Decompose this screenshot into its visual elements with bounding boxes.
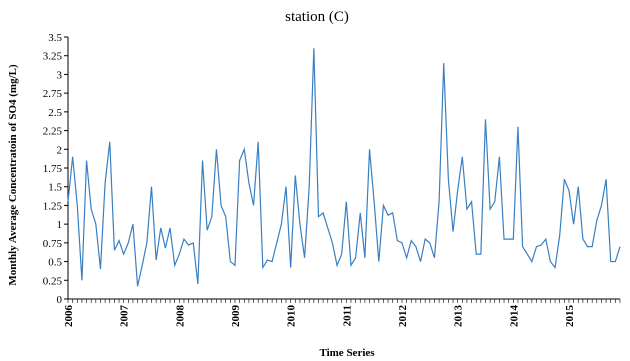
x-year-label: 2007	[119, 305, 131, 328]
axes	[67, 37, 620, 300]
y-tick-label: 1.75	[43, 163, 63, 175]
chart-title: station (C)	[285, 9, 349, 25]
x-year-label: 2013	[453, 305, 465, 328]
y-ticks: 0 0.25 0.5 0.75 1 1.25 1.5 1.75 2 2.25 2.5 2.75 3 3.2…	[43, 32, 68, 306]
y-tick-label: 1	[57, 219, 63, 231]
y-tick-label: 2.25	[43, 126, 63, 138]
x-year-label: 2008	[174, 305, 186, 328]
x-year-label: 2015	[564, 305, 576, 328]
y-tick-label: 3	[57, 69, 63, 81]
y-tick-label: 3.5	[48, 32, 62, 44]
y-axis-label: Monthly Average Concentratoin of SO4 (mg…	[7, 64, 19, 286]
x-year-label: 2009	[230, 305, 242, 328]
y-tick-label: 0.25	[43, 275, 63, 287]
x-year-label: 2014	[508, 305, 520, 328]
x-ticks: 2006 2007 2008 2009 2010 2011 2012 2013 2014 2015	[63, 299, 621, 328]
y-tick-label: 2.75	[43, 88, 63, 100]
x-year-label: 2012	[397, 305, 409, 328]
x-year-label: 2011	[341, 305, 353, 326]
y-tick-label: 0	[57, 294, 63, 306]
y-tick-label: 3.25	[43, 51, 63, 63]
y-tick-label: 2.5	[48, 107, 62, 119]
x-year-label: 2010	[286, 305, 298, 328]
y-tick-label: 1.25	[43, 200, 63, 212]
y-tick-label: 0.5	[48, 257, 62, 269]
x-axis-label: Time Series	[319, 347, 375, 359]
y-tick-label: 2	[57, 144, 63, 156]
series-line	[67, 48, 621, 287]
y-tick-label: 1.5	[48, 182, 62, 194]
x-year-label: 2006	[63, 305, 75, 328]
y-tick-label: 0.75	[43, 238, 63, 250]
